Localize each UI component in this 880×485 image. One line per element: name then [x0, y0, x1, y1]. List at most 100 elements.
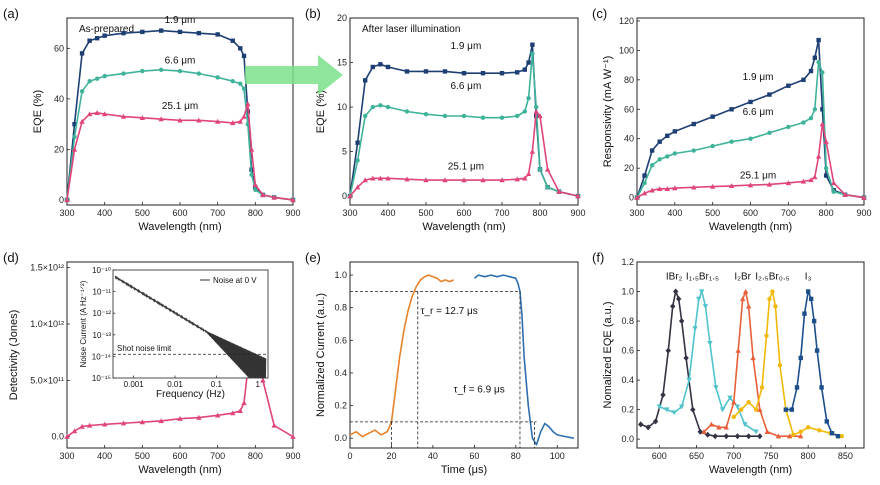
data-point — [783, 407, 789, 412]
data-point — [710, 143, 715, 149]
data-point — [158, 67, 164, 73]
y-tick-label: 1.0×10¹² — [30, 319, 64, 329]
data-point — [499, 71, 505, 76]
data-point — [773, 304, 778, 309]
data-point — [808, 177, 814, 183]
data-point — [370, 175, 376, 181]
data-point — [514, 176, 520, 182]
x-tick-label: 800 — [819, 208, 834, 218]
inset-y-tick-label: 10⁻¹⁰ — [92, 266, 111, 275]
data-point — [712, 433, 718, 440]
panel-label: (e) — [305, 250, 321, 265]
data-point — [363, 78, 368, 83]
x-tick-label: 900 — [570, 208, 585, 218]
panel-label: (d) — [3, 250, 19, 265]
data-point — [672, 185, 678, 191]
data-point — [196, 30, 202, 36]
chart-panel-d: 300 400 500 600 700 800 900 0.0 5.0×10¹¹ 1.0×10¹²… — [3, 250, 301, 476]
data-point — [354, 184, 361, 190]
y-tick-label: 5 — [342, 147, 347, 157]
data-point — [642, 173, 647, 178]
data-point — [657, 186, 663, 192]
data-point — [660, 391, 666, 398]
data-point — [290, 197, 296, 203]
data-point — [665, 154, 670, 159]
x-tick-label: 750 — [763, 451, 778, 461]
data-point — [645, 424, 651, 431]
series-b-0 — [347, 42, 581, 199]
data-point — [522, 175, 528, 181]
data-point — [723, 424, 730, 430]
data-point — [731, 399, 737, 405]
data-point — [672, 151, 678, 156]
data-point — [835, 433, 841, 439]
x-tick-label: 700 — [781, 208, 796, 218]
data-point — [71, 428, 78, 434]
data-point — [786, 124, 791, 130]
data-point — [120, 420, 127, 426]
rise-time-label: τ_r = 12.7 μs — [420, 306, 477, 317]
data-point — [71, 146, 78, 152]
data-point — [738, 407, 744, 412]
data-point — [86, 422, 93, 428]
data-point — [241, 86, 247, 91]
data-point — [692, 326, 698, 332]
data-point — [670, 303, 676, 310]
data-point — [534, 104, 539, 110]
series-line — [349, 274, 454, 438]
data-point — [214, 118, 221, 124]
data-point — [757, 433, 763, 440]
data-point — [121, 71, 126, 76]
x-tick-label: 800 — [532, 208, 547, 218]
x-tick-label: 300 — [342, 208, 357, 218]
data-point — [831, 189, 836, 194]
series-label: I₃ — [805, 272, 812, 283]
series-label: I₁.₅Br₁.₅ — [686, 272, 719, 283]
data-point — [745, 303, 752, 309]
series-label: 6.6 μm — [165, 55, 196, 66]
y-tick-label: 15 — [337, 58, 347, 68]
data-point — [747, 182, 754, 188]
data-point — [634, 194, 640, 200]
y-tick-label: 20 — [337, 13, 347, 23]
data-point — [672, 129, 678, 134]
y-tick-label: 0.6 — [334, 335, 347, 345]
data-point — [385, 104, 391, 110]
data-point — [102, 73, 107, 79]
x-axis-label: Wavelength (nm) — [138, 464, 221, 476]
data-point — [362, 177, 368, 183]
x-tick-label: 300 — [629, 208, 644, 218]
data-point — [812, 174, 818, 180]
data-point — [196, 414, 202, 420]
y-tick-label: 80 — [624, 75, 634, 85]
data-point — [808, 115, 814, 121]
data-point — [121, 30, 126, 36]
data-point — [657, 139, 662, 144]
data-point — [820, 107, 825, 112]
data-point — [522, 109, 527, 114]
data-point — [734, 433, 741, 440]
data-point — [691, 184, 697, 190]
data-point — [442, 177, 448, 183]
data-point — [461, 71, 467, 76]
data-point — [248, 146, 255, 152]
data-point — [94, 76, 100, 81]
data-point — [404, 176, 410, 182]
data-point — [64, 434, 70, 439]
y-tick-label: 60 — [624, 104, 634, 114]
data-point — [861, 194, 867, 200]
series-line — [349, 43, 579, 197]
series-label: 1.9 μm — [451, 41, 482, 52]
x-tick-label: 80 — [511, 451, 521, 461]
x-axis-label: Time (μs) — [441, 464, 487, 476]
data-point — [842, 191, 848, 197]
data-point — [404, 109, 410, 114]
data-point — [641, 190, 648, 196]
data-point — [801, 77, 806, 83]
data-point — [499, 177, 505, 183]
data-point — [196, 117, 202, 123]
x-tick-label: 300 — [59, 451, 74, 461]
series-line — [703, 290, 801, 438]
data-point — [526, 60, 531, 65]
series-f-0 — [638, 288, 763, 440]
